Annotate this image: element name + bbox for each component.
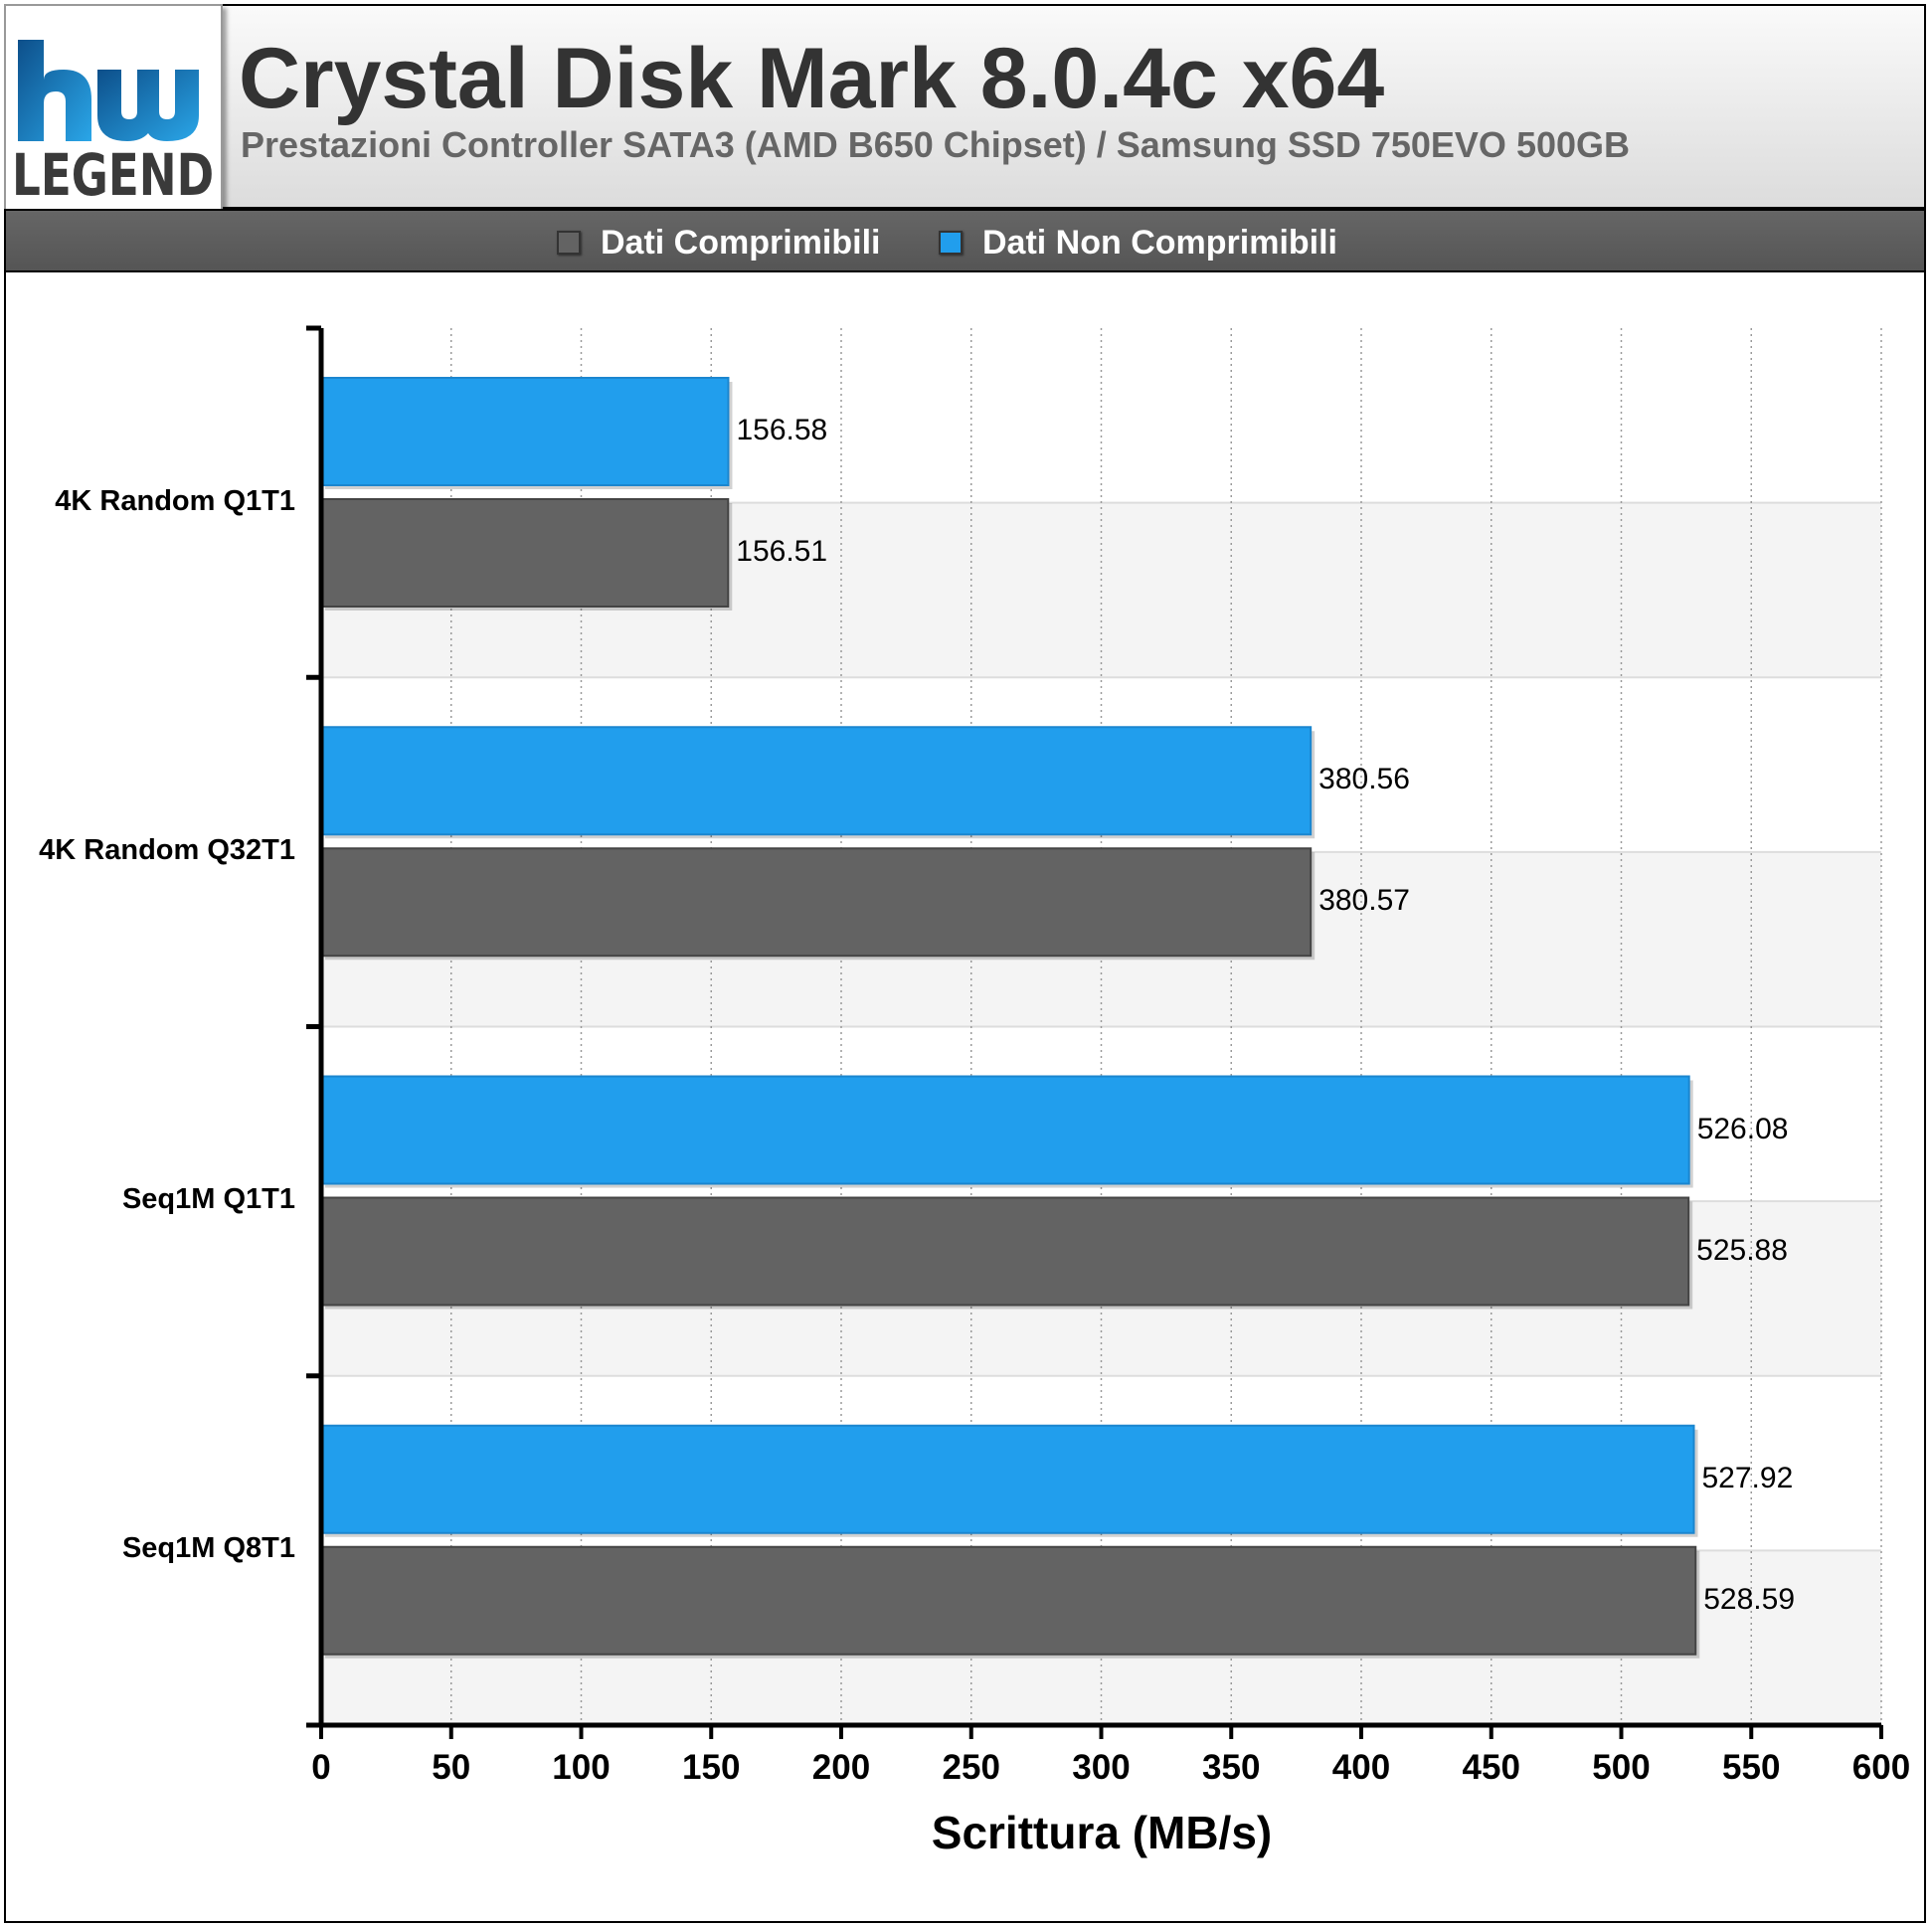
x-tick-label: 400 bbox=[1331, 1748, 1391, 1787]
x-tick-label: 550 bbox=[1722, 1748, 1781, 1787]
hwlegend-logo-icon bbox=[18, 40, 199, 141]
x-tick-label: 350 bbox=[1202, 1748, 1261, 1787]
bar bbox=[320, 1424, 1695, 1534]
legend-label-compressible: Dati Comprimibili bbox=[601, 223, 881, 262]
legend-swatch-incompressible bbox=[939, 231, 963, 255]
data-label: 528.59 bbox=[1703, 1582, 1796, 1616]
x-tick-label: 300 bbox=[1072, 1748, 1131, 1787]
x-tick-label: 500 bbox=[1592, 1748, 1651, 1787]
category-label: Seq1M Q8T1 bbox=[121, 1532, 295, 1565]
bar bbox=[320, 1196, 1690, 1307]
x-tick-label: 450 bbox=[1462, 1748, 1520, 1787]
category-label: 4K Random Q1T1 bbox=[55, 484, 295, 517]
x-tick-label: 250 bbox=[942, 1748, 1000, 1787]
category-label: 4K Random Q32T1 bbox=[39, 833, 295, 866]
data-label: 156.58 bbox=[736, 414, 828, 446]
legend-label-incompressible: Dati Non Comprimibili bbox=[982, 223, 1337, 262]
category-label: Seq1M Q1T1 bbox=[121, 1183, 295, 1216]
x-tick-label: 0 bbox=[311, 1748, 331, 1787]
data-label: 380.57 bbox=[1318, 884, 1410, 918]
legend-swatch-compressible bbox=[557, 231, 581, 255]
bar bbox=[320, 1545, 1697, 1656]
x-tick-label: 50 bbox=[432, 1748, 471, 1787]
data-label: 380.56 bbox=[1318, 763, 1410, 796]
chart-subtitle: Prestazioni Controller SATA3 (AMD B650 C… bbox=[241, 124, 1631, 165]
data-label: 527.92 bbox=[1701, 1461, 1794, 1494]
x-axis-title: Scrittura (MB/s) bbox=[931, 1807, 1273, 1858]
bar bbox=[320, 498, 730, 608]
x-tick-label: 150 bbox=[682, 1748, 741, 1787]
chart-header bbox=[4, 4, 1926, 209]
data-label: 526.08 bbox=[1696, 1112, 1789, 1145]
x-tick-label: 600 bbox=[1851, 1748, 1911, 1787]
bar bbox=[320, 377, 730, 486]
bar bbox=[320, 847, 1313, 958]
bar bbox=[320, 1075, 1690, 1185]
x-tick-label: 100 bbox=[552, 1748, 611, 1787]
data-label: 525.88 bbox=[1696, 1233, 1788, 1267]
legend: Dati Comprimibili Dati Non Comprimibili bbox=[4, 209, 1926, 272]
bar bbox=[320, 726, 1313, 836]
legend-item-compressible: Dati Comprimibili bbox=[557, 223, 881, 262]
chart-title: Crystal Disk Mark 8.0.4c x64 bbox=[239, 31, 1385, 126]
x-tick-label: 200 bbox=[811, 1748, 871, 1787]
data-label: 156.51 bbox=[736, 535, 828, 568]
legend-item-incompressible: Dati Non Comprimibili bbox=[939, 223, 1337, 262]
